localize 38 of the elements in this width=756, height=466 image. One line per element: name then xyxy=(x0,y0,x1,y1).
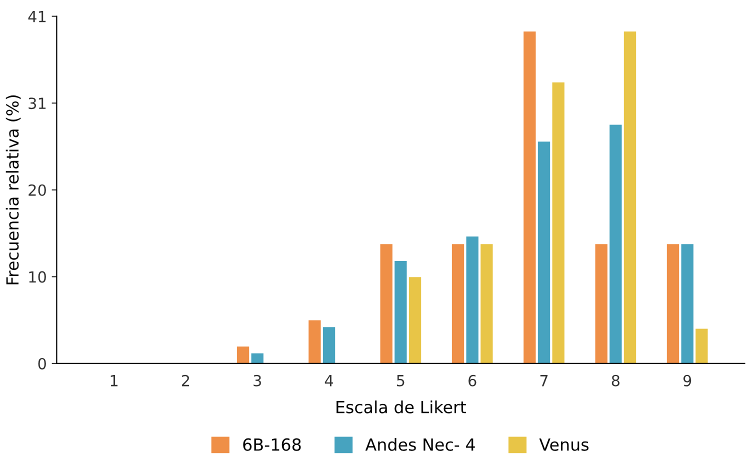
bar xyxy=(236,346,250,364)
bar xyxy=(552,82,564,364)
y-tick-label: 41 xyxy=(28,10,46,22)
x-tick-label: 3 xyxy=(254,374,261,386)
bar xyxy=(452,244,464,364)
bar xyxy=(408,277,422,364)
legend-label: Andes Nec- 4 xyxy=(365,438,475,451)
x-tick-label: 5 xyxy=(397,375,404,386)
bar xyxy=(624,32,636,364)
bar xyxy=(480,244,493,364)
y-tick-label: 0 xyxy=(38,358,46,370)
y-tick-label: 31 xyxy=(28,98,46,110)
x-tick-label: 7 xyxy=(540,375,548,386)
bar xyxy=(681,244,694,364)
bar xyxy=(466,236,478,364)
bar xyxy=(666,244,680,364)
bar xyxy=(322,327,336,364)
y-tick-label: 10 xyxy=(29,271,46,283)
bar xyxy=(380,244,392,364)
x-tick-label: 6 xyxy=(468,374,476,386)
bar xyxy=(524,32,536,364)
legend-label: Venus xyxy=(539,438,589,451)
bar xyxy=(696,328,708,364)
y-axis-title: Frecuencia relativa (%) xyxy=(6,95,21,284)
x-tick-label: 1 xyxy=(110,375,118,386)
bar xyxy=(595,244,608,364)
x-tick-label: 4 xyxy=(324,375,334,386)
bar xyxy=(610,124,622,364)
y-tick-label: 20 xyxy=(28,184,46,196)
bar xyxy=(251,353,264,364)
x-tick-label: 2 xyxy=(182,374,190,386)
x-axis-title: Escala de Likert xyxy=(336,400,466,414)
legend-label: 6B-168 xyxy=(243,438,301,451)
bar xyxy=(538,142,550,364)
bar xyxy=(308,320,321,364)
x-tick-label: 8 xyxy=(612,374,620,386)
bar xyxy=(394,261,407,364)
x-tick-label: 9 xyxy=(683,374,692,386)
